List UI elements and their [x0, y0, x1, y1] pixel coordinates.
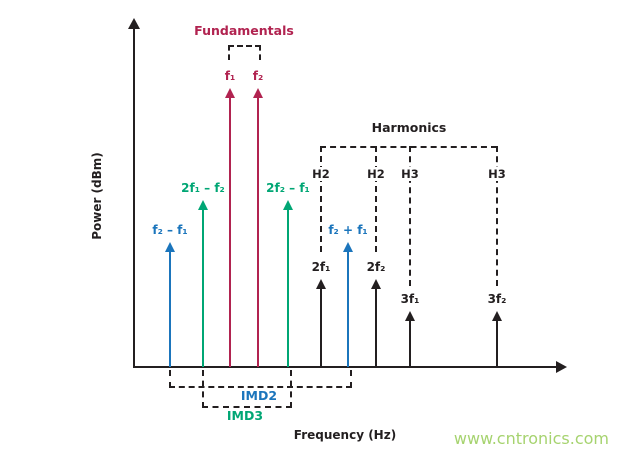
imd3-label: IMD3 — [226, 408, 264, 423]
y-axis-line — [133, 28, 135, 368]
spectral-line-2f1-f2 — [202, 209, 204, 367]
harmonics-bracket-drop-2 — [375, 146, 377, 252]
spectral-line-label-3f1: 3f₁ — [400, 292, 420, 306]
spectral-arrow-head-3f2 — [492, 311, 502, 321]
spectral-arrow-head-2f2-f1 — [283, 200, 293, 210]
spectral-line-f2+f1 — [347, 251, 349, 367]
harmonic-tag-h2-1: H2 — [308, 167, 334, 181]
spectral-line-label-f2+f1: f₂ + f₁ — [328, 223, 368, 237]
spectral-arrow-head-f2-f1 — [165, 242, 175, 252]
spectral-line-label-3f2: 3f₂ — [487, 292, 507, 306]
spectral-line-2f2 — [375, 288, 377, 367]
spectral-line-label-f2-f1: f₂ – f₁ — [152, 223, 188, 237]
harmonic-tag-h2-2: H2 — [363, 167, 389, 181]
spectral-arrow-head-2f1 — [316, 279, 326, 289]
x-axis-line — [134, 366, 558, 368]
spectral-arrow-head-2f1-f2 — [198, 200, 208, 210]
spectral-line-3f2 — [496, 320, 498, 367]
fundamentals-label: Fundamentals — [194, 23, 294, 38]
x-axis-arrow-icon — [556, 361, 567, 373]
harmonic-tag-h3-1: H3 — [397, 167, 423, 181]
harmonics-bracket-drop-4 — [496, 146, 498, 286]
harmonics-bracket-drop-3 — [409, 146, 411, 286]
spectral-line-2f2-f1 — [287, 209, 289, 367]
spectral-arrow-head-f2+f1 — [343, 242, 353, 252]
fundamentals-bracket — [228, 45, 261, 60]
harmonic-tag-h3-2: H3 — [484, 167, 510, 181]
imd3-bracket — [202, 370, 292, 408]
spectral-arrow-head-3f1 — [405, 311, 415, 321]
spectral-line-f2-f1 — [169, 251, 171, 367]
spectral-line-label-2f1: 2f₁ — [311, 260, 331, 274]
spectral-line-label-2f1-f2: 2f₁ – f₂ — [181, 181, 225, 195]
y-axis-label: Power (dBm) — [90, 152, 104, 240]
imd2-bracket — [169, 370, 352, 388]
spectral-line-f2 — [257, 97, 259, 367]
harmonics-label: Harmonics — [371, 120, 447, 135]
spectral-arrow-head-f1 — [225, 88, 235, 98]
spectral-line-label-f1: f₁ — [224, 69, 236, 83]
spectral-arrow-head-f2 — [253, 88, 263, 98]
watermark-text: www.cntronics.com — [453, 429, 609, 448]
harmonics-bracket — [320, 146, 497, 148]
x-axis-label: Frequency (Hz) — [293, 428, 397, 442]
imd2-label: IMD2 — [240, 388, 278, 403]
harmonics-bracket-drop-1 — [320, 146, 322, 252]
spectral-line-3f1 — [409, 320, 411, 367]
y-axis-arrow-icon — [128, 18, 140, 29]
spectral-line-label-f2: f₂ — [252, 69, 264, 83]
spectral-line-2f1 — [320, 288, 322, 367]
spectral-arrow-head-2f2 — [371, 279, 381, 289]
spectral-line-label-2f2-f1: 2f₂ – f₁ — [266, 181, 310, 195]
spectral-line-label-2f2: 2f₂ — [366, 260, 386, 274]
spectral-line-f1 — [229, 97, 231, 367]
